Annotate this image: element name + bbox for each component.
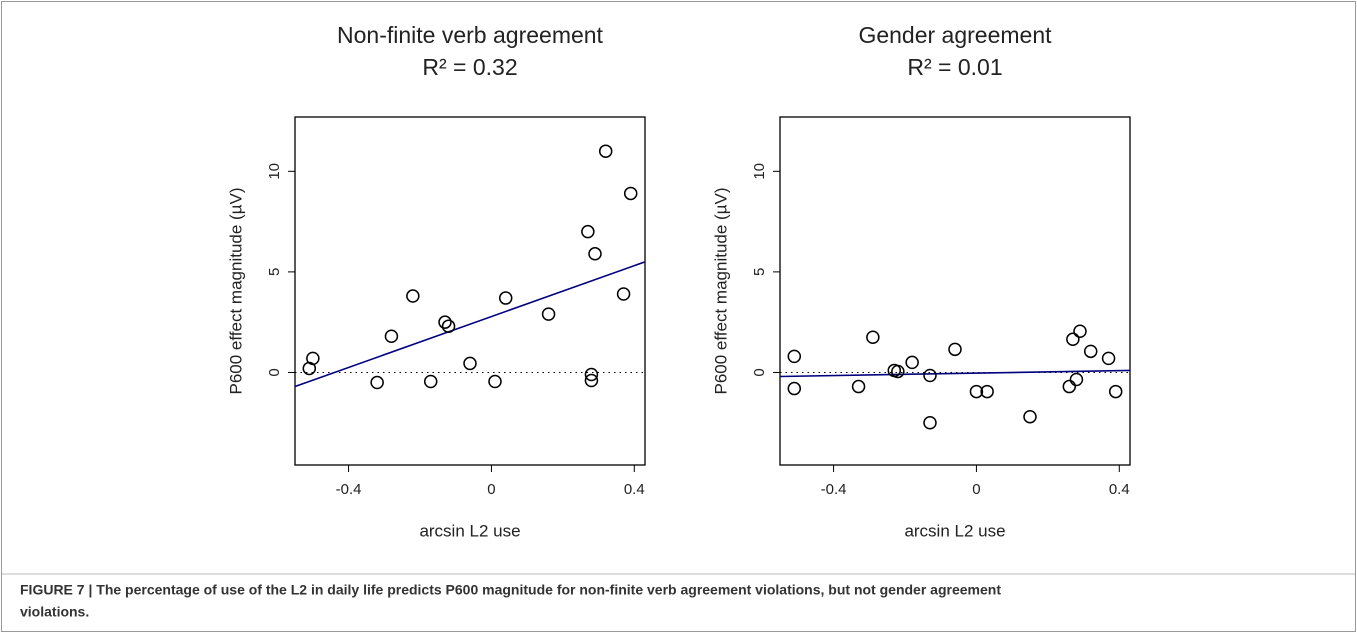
chart-subtitle: R² = 0.01	[907, 54, 1002, 80]
x-axis-label: arcsin L2 use	[904, 521, 1005, 540]
point	[923, 368, 937, 383]
point	[581, 224, 595, 239]
caption: FIGURE 7 | The percentage of use of the …	[20, 582, 1001, 598]
point	[923, 416, 937, 430]
x-axis-label: arcsin L2 use	[419, 521, 520, 540]
point	[948, 342, 962, 357]
chart-title: Non-finite verb agreement	[337, 22, 604, 48]
point	[787, 381, 802, 396]
point	[423, 374, 438, 389]
point	[498, 291, 513, 305]
point	[616, 287, 631, 301]
chart-subtitle: R² = 0.32	[422, 54, 517, 80]
point	[406, 289, 420, 303]
point	[969, 384, 984, 399]
point	[1069, 372, 1084, 387]
point	[905, 355, 919, 370]
y-tick-label: 5	[751, 268, 768, 276]
point	[1066, 332, 1080, 347]
y-tick-label: 0	[266, 368, 283, 376]
x-tick-label: -0.4	[336, 481, 362, 498]
point	[541, 307, 556, 321]
point	[584, 367, 599, 382]
point	[787, 349, 802, 364]
x-tick-label: 0	[972, 481, 980, 498]
point	[980, 384, 994, 399]
point	[891, 364, 905, 379]
point	[441, 319, 456, 333]
x-tick-label: 0.4	[1109, 481, 1130, 498]
y-tick-label: 5	[266, 268, 283, 276]
point	[488, 374, 502, 389]
point	[1101, 351, 1116, 366]
plot-frame	[779, 116, 1131, 466]
x-tick-label: 0.4	[624, 481, 645, 498]
chart-title: Gender agreement	[858, 22, 1052, 48]
fit-line	[294, 261, 646, 388]
y-tick-label: 10	[751, 163, 768, 180]
point	[598, 144, 613, 158]
point	[1083, 344, 1098, 359]
point	[623, 186, 638, 201]
point	[1023, 409, 1037, 424]
point	[302, 361, 317, 376]
point	[463, 356, 477, 371]
y-axis-label: P600 effect magnitude (µV)	[711, 188, 730, 395]
x-tick-label: 0	[487, 481, 495, 498]
point	[1108, 384, 1123, 399]
point	[1062, 379, 1077, 394]
caption: violations.	[20, 604, 89, 620]
point	[851, 379, 866, 394]
plot-frame	[294, 116, 646, 466]
point	[866, 330, 880, 345]
y-tick-label: 10	[266, 163, 283, 180]
fit-line	[779, 369, 1131, 378]
point	[588, 247, 602, 261]
point	[584, 373, 599, 388]
y-axis-label: P600 effect magnitude (µV)	[226, 188, 245, 395]
x-tick-label: -0.4	[821, 481, 847, 498]
point	[438, 315, 452, 329]
point	[370, 375, 384, 390]
point	[1073, 324, 1087, 338]
y-tick-label: 0	[751, 368, 768, 376]
point	[384, 329, 399, 344]
